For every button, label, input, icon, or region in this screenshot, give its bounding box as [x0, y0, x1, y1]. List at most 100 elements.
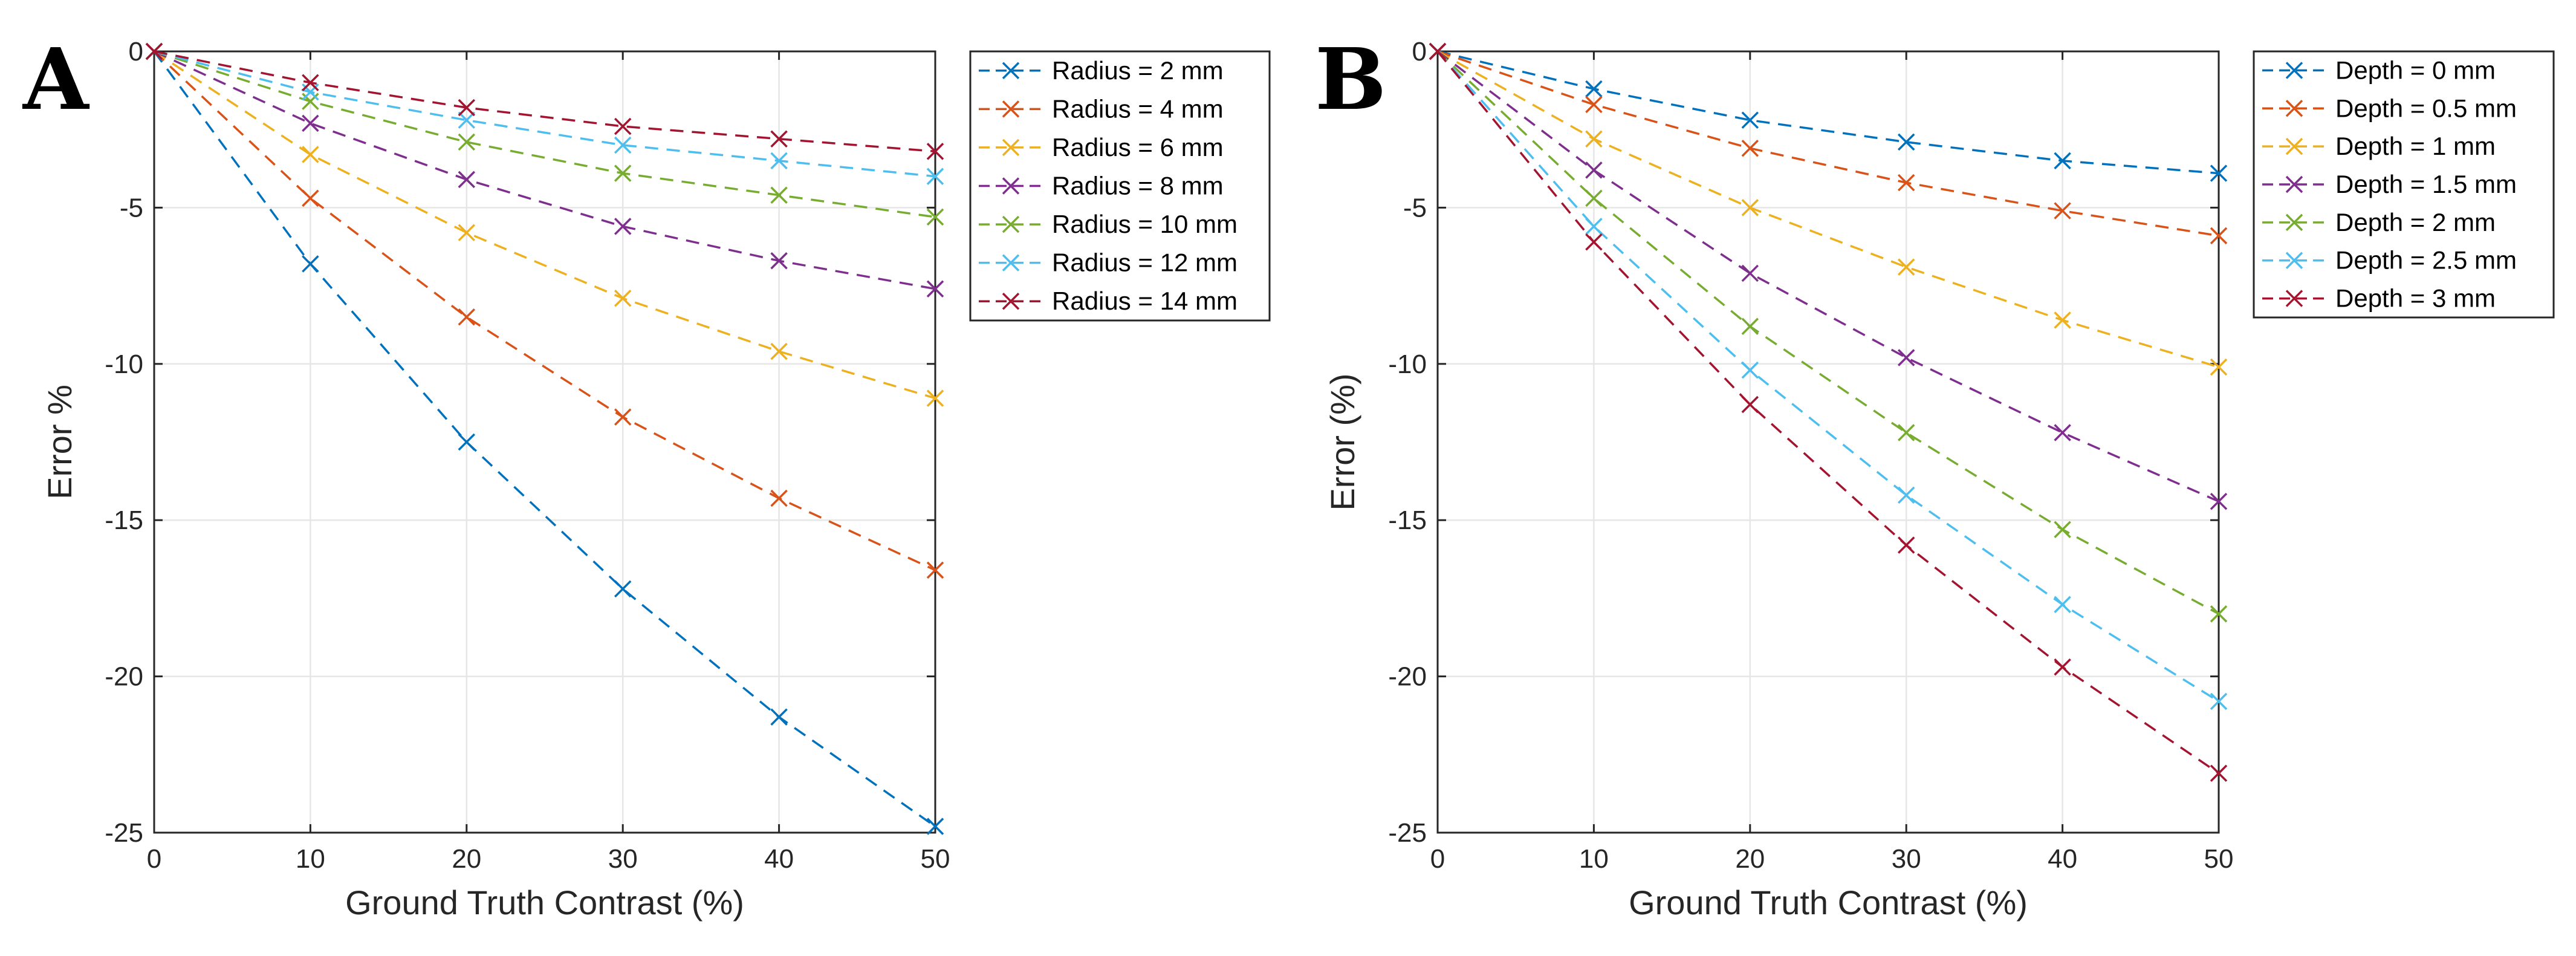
- series-line: [154, 50, 936, 153]
- data-point: [1741, 317, 1759, 336]
- y-tick-label: -15: [1388, 506, 1427, 535]
- data-point: [614, 218, 632, 235]
- x-axis-label: Ground Truth Contrast (%): [345, 883, 744, 922]
- data-point: [458, 111, 476, 129]
- legend-marker: [1002, 62, 1020, 80]
- data-point: [2054, 521, 2071, 538]
- y-tick-label: 0: [129, 37, 143, 67]
- data-point: [302, 114, 319, 132]
- legend-label: Radius = 2 mm: [1052, 56, 1224, 85]
- data-point: [1897, 174, 1915, 192]
- legend-marker: [2285, 175, 2303, 193]
- series-line: [1437, 50, 2219, 368]
- data-point: [770, 186, 788, 204]
- series-line: [154, 50, 936, 178]
- x-tick-label: 40: [2048, 844, 2077, 874]
- legend-marker: [1002, 177, 1020, 195]
- x-axis-label: Ground Truth Contrast (%): [1629, 883, 2028, 922]
- legend-label: Depth = 0.5 mm: [2335, 94, 2517, 122]
- data-point: [2210, 358, 2228, 376]
- data-point: [614, 408, 632, 426]
- y-tick-label: -5: [120, 193, 143, 223]
- legend-marker: [1002, 100, 1020, 118]
- data-point: [926, 561, 944, 579]
- series-line: [154, 50, 936, 218]
- y-tick-label: -20: [1388, 662, 1427, 692]
- y-axis-label: Error %: [41, 385, 79, 499]
- series-line: [153, 50, 936, 571]
- y-tick-label: -25: [105, 818, 143, 848]
- data-point: [770, 130, 788, 148]
- data-point: [926, 818, 944, 835]
- data-point: [1429, 42, 1447, 60]
- x-tick-label: 30: [608, 844, 638, 874]
- data-point: [1741, 395, 1759, 414]
- data-point: [614, 117, 632, 135]
- legend-label: Radius = 6 mm: [1052, 133, 1224, 161]
- data-point: [614, 136, 632, 154]
- series-line: [1436, 50, 2219, 775]
- data-point: [302, 74, 319, 91]
- data-point: [1585, 130, 1603, 148]
- data-point: [1897, 133, 1915, 151]
- data-point: [1741, 111, 1759, 129]
- data-point: [770, 152, 788, 170]
- legend-marker: [2285, 100, 2303, 117]
- data-point: [1741, 199, 1759, 216]
- data-point: [770, 342, 788, 360]
- data-point: [614, 164, 632, 182]
- data-point: [1585, 189, 1603, 207]
- data-point: [2054, 152, 2071, 170]
- legend-marker: [2285, 290, 2303, 307]
- legend-label: Depth = 2.5 mm: [2335, 246, 2517, 275]
- legend-label: Depth = 1 mm: [2335, 132, 2496, 160]
- series-line: [1437, 50, 2219, 237]
- y-tick-label: -20: [105, 662, 143, 692]
- y-tick-label: -10: [1388, 350, 1427, 379]
- series-line: [1436, 50, 2219, 615]
- data-point: [1741, 139, 1759, 157]
- data-point: [2210, 764, 2228, 782]
- data-point: [1897, 486, 1915, 504]
- data-point: [1585, 161, 1603, 179]
- legend-marker: [1002, 215, 1020, 233]
- data-point: [1741, 264, 1759, 282]
- data-point: [302, 146, 319, 163]
- data-point: [1897, 349, 1915, 366]
- data-point: [2054, 596, 2071, 613]
- x-tick-label: 20: [1735, 844, 1765, 874]
- data-point: [926, 280, 944, 298]
- series-line: [154, 50, 936, 400]
- x-tick-label: 30: [1892, 844, 1921, 874]
- x-tick-label: 40: [764, 844, 794, 874]
- series-line: [1436, 50, 2219, 502]
- y-tick-label: -25: [1388, 818, 1427, 848]
- series-line: [154, 50, 936, 290]
- data-point: [458, 224, 476, 241]
- data-point: [926, 389, 944, 407]
- data-point: [1585, 233, 1603, 251]
- data-point: [2210, 164, 2228, 182]
- y-tick-label: 0: [1412, 37, 1427, 67]
- x-tick-label: 0: [147, 844, 161, 874]
- legend-marker: [2285, 213, 2303, 232]
- legend-label: Radius = 12 mm: [1052, 249, 1238, 277]
- legend-marker: [1002, 254, 1020, 272]
- data-point: [1585, 80, 1603, 98]
- data-point: [2054, 202, 2071, 219]
- legend-label: Radius = 14 mm: [1052, 287, 1238, 315]
- panel-a: A 0 10 20 30 40 50 0 -5 -10 -15 -20 -25 Ground Truth …: [22, 30, 1271, 922]
- data-point: [145, 42, 163, 60]
- data-point: [1585, 218, 1603, 235]
- series-line: [1437, 50, 2219, 175]
- data-point: [1897, 424, 1915, 441]
- data-point: [770, 252, 788, 270]
- data-point: [2054, 658, 2071, 676]
- data-point: [458, 133, 476, 151]
- axes-box: [153, 50, 936, 834]
- legend-label: Radius = 10 mm: [1052, 210, 1238, 238]
- panel-letter: B: [1315, 30, 1386, 129]
- x-tick-label: 50: [2204, 844, 2234, 874]
- legend-marker: [2285, 62, 2303, 79]
